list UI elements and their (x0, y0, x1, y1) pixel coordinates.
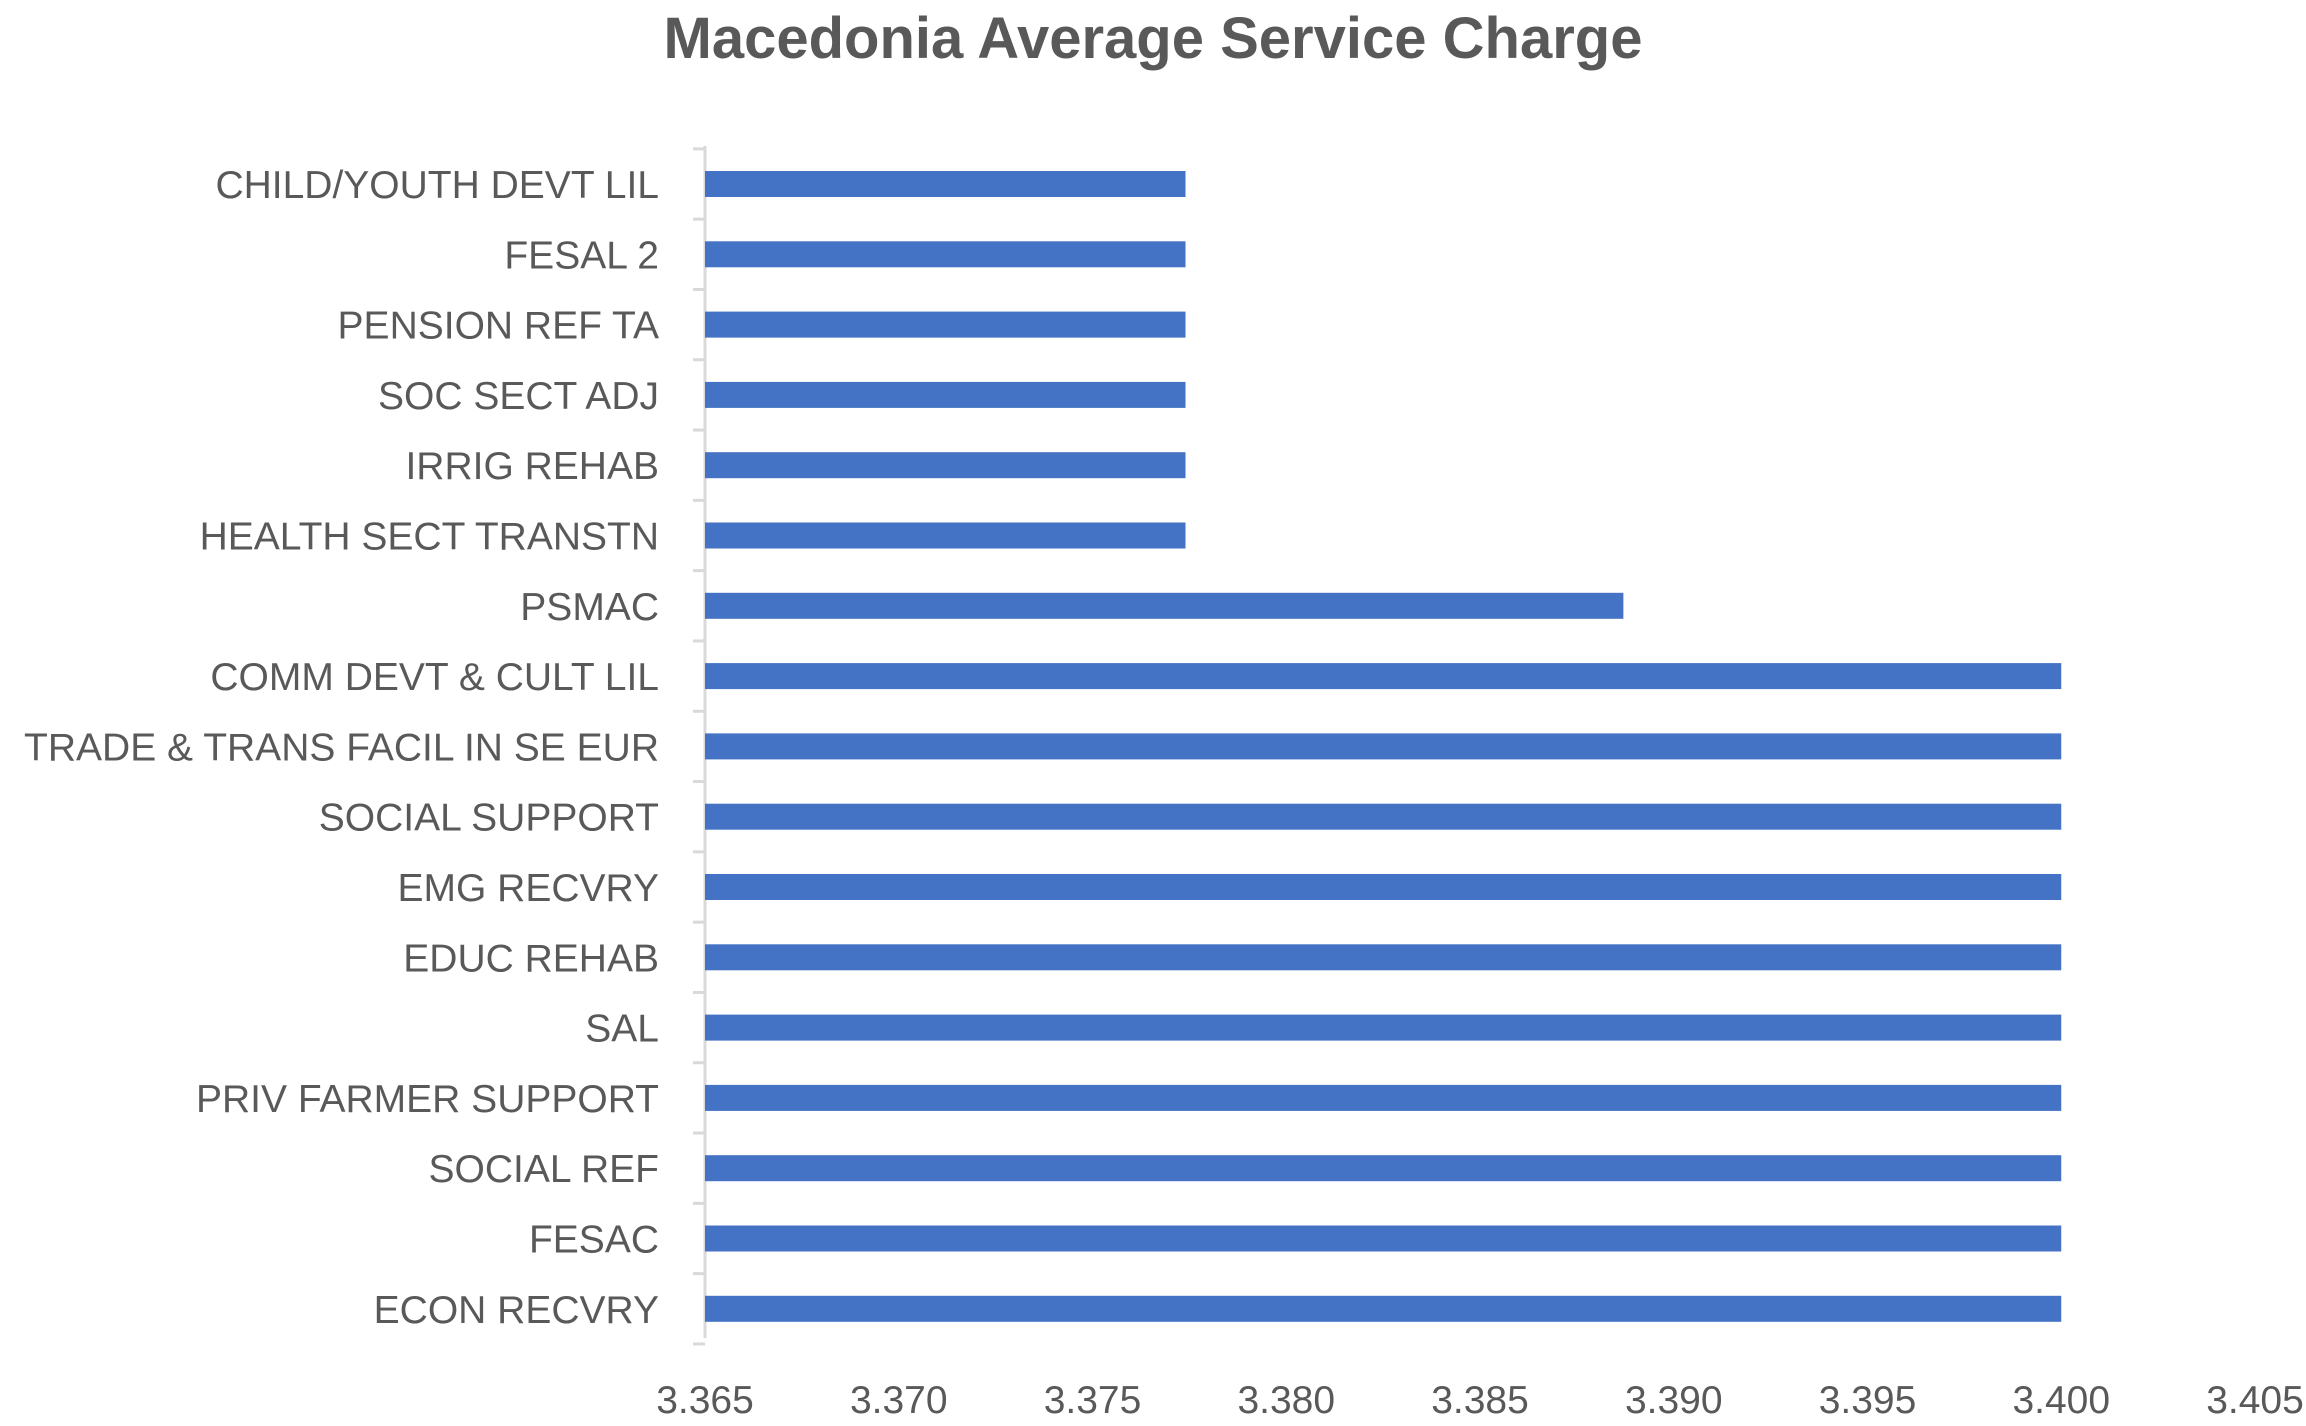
x-tick-label: 3.405 (2206, 1379, 2304, 1422)
category-label: CHILD/YOUTH DEVT LIL (215, 164, 659, 207)
category-label: IRRIG REHAB (405, 445, 659, 488)
x-tick-label: 3.390 (1625, 1379, 1723, 1422)
bar (705, 522, 1186, 549)
category-label: FESAC (529, 1219, 659, 1262)
bar (705, 944, 2062, 971)
category-label: ECON RECVRY (374, 1289, 659, 1332)
bar (705, 171, 1186, 197)
x-tick-label: 3.370 (850, 1379, 948, 1422)
category-label: FESAL 2 (504, 234, 659, 277)
category-label: TRADE & TRANS FACIL IN SE EUR (24, 726, 659, 769)
category-label: COMM DEVT & CULT LIL (210, 656, 659, 699)
bar (705, 803, 2062, 830)
x-tick-label: 3.380 (1237, 1379, 1335, 1422)
bar (705, 241, 1186, 268)
bar (705, 311, 1186, 338)
bar (705, 1084, 2062, 1111)
bar (705, 592, 1624, 619)
x-tick-label: 3.365 (656, 1379, 754, 1422)
category-label: SOCIAL REF (429, 1148, 659, 1191)
bar (705, 663, 2062, 690)
bar (705, 381, 1186, 408)
bar (705, 874, 2062, 900)
category-label: EDUC REHAB (403, 937, 659, 980)
bar (705, 452, 1186, 479)
chart-title: Macedonia Average Service Charge (663, 6, 1643, 71)
x-tick-label: 3.400 (2012, 1379, 2110, 1422)
bar (705, 1295, 2062, 1322)
x-tick-label: 3.385 (1431, 1379, 1529, 1422)
category-label: SOCIAL SUPPORT (319, 797, 659, 840)
bar (705, 1225, 2062, 1252)
category-label: SOC SECT ADJ (378, 375, 659, 418)
x-tick-label: 3.375 (1044, 1379, 1142, 1422)
category-label: EMG RECVRY (398, 867, 660, 910)
x-tick-label: 3.395 (1819, 1379, 1917, 1422)
category-label: PRIV FARMER SUPPORT (196, 1078, 659, 1121)
category-label: PSMAC (520, 586, 659, 629)
bar (705, 733, 2062, 760)
category-label: SAL (585, 1008, 659, 1051)
bar (705, 1155, 2062, 1182)
category-label: HEALTH SECT TRANSTN (200, 516, 659, 559)
bar (705, 1014, 2062, 1041)
category-label: PENSION REF TA (338, 305, 659, 348)
